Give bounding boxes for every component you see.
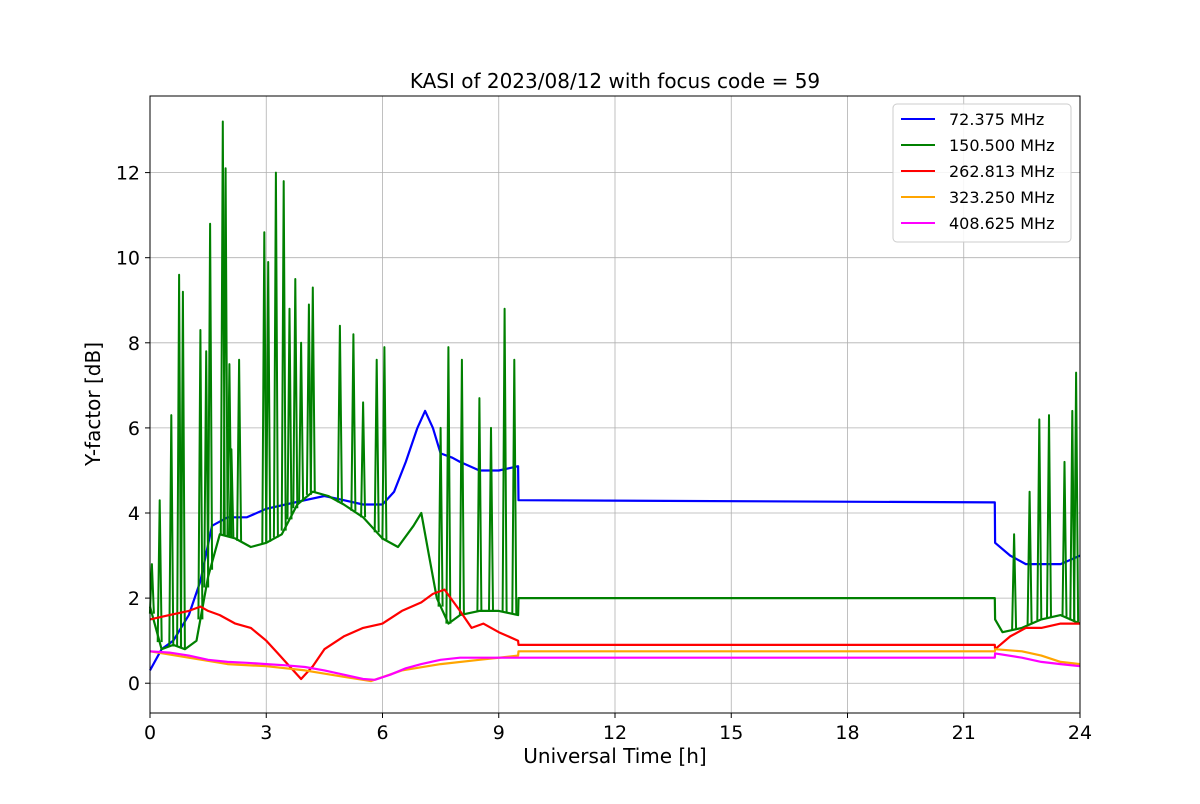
series-spike	[280, 180, 287, 531]
series-spike	[437, 426, 444, 607]
series-spike	[1011, 533, 1018, 630]
legend-label: 150.500 MHz	[949, 136, 1054, 155]
legend-item: 72.375 MHz	[901, 110, 1044, 129]
series-spike	[148, 563, 155, 614]
series-line	[149, 588, 1080, 681]
series-spike	[350, 333, 357, 511]
series-spike	[228, 448, 235, 538]
series-spike	[298, 341, 305, 502]
legend: 72.375 MHz 150.500 MHz 262.813 MHz 323.250 …	[892, 103, 1072, 243]
legend-item: 262.813 MHz	[901, 162, 1054, 181]
series-1	[149, 409, 1081, 671]
series-spike	[292, 278, 299, 509]
series-spike	[176, 273, 183, 648]
legend-item: 323.250 MHz	[901, 188, 1054, 207]
series-spike	[1036, 418, 1043, 621]
series-spike	[265, 261, 272, 542]
series-spike	[336, 324, 343, 503]
x-tick-label: 6	[376, 722, 388, 744]
x-tick-label: 9	[493, 722, 505, 744]
y-tick-label: 4	[128, 503, 140, 525]
series-spike	[488, 426, 494, 611]
legend-label: 262.813 MHz	[949, 162, 1054, 181]
y-tick-label: 10	[116, 248, 140, 270]
y-tick-label: 6	[128, 418, 140, 440]
series-spike	[476, 397, 483, 611]
series-4	[149, 648, 1081, 683]
series-spike	[197, 329, 204, 620]
series-2	[148, 120, 1081, 651]
series-spike	[445, 346, 452, 624]
series-line	[148, 490, 1081, 651]
series-spike	[261, 231, 268, 544]
series-spike	[207, 222, 214, 570]
x-tick-label: 24	[1068, 722, 1092, 744]
series-spike	[236, 358, 243, 541]
series-spike	[458, 358, 465, 615]
series-spike	[1073, 371, 1080, 622]
x-tick-label: 15	[719, 722, 743, 744]
y-tick-label: 2	[128, 588, 140, 610]
series-line	[149, 648, 1081, 683]
y-tick-label: 8	[128, 333, 140, 355]
series-spike	[373, 358, 380, 533]
y-axis-label: Y-factor [dB]	[81, 342, 105, 467]
series-line	[149, 409, 1081, 671]
series-spike	[1046, 414, 1052, 618]
series-line	[149, 650, 1081, 681]
series-spike	[381, 346, 388, 540]
legend-label: 323.250 MHz	[949, 188, 1054, 207]
series-spike	[360, 401, 367, 518]
series-spike	[1069, 409, 1076, 621]
series-spike	[222, 167, 229, 536]
x-tick-label: 12	[603, 722, 627, 744]
series-spike	[272, 171, 279, 538]
series-spike	[501, 307, 508, 613]
x-tick-label: 3	[260, 722, 272, 744]
y-tick-label: 12	[116, 163, 140, 185]
legend-item: 408.625 MHz	[901, 214, 1054, 233]
series-layer	[148, 120, 1081, 683]
y-tick-label: 0	[128, 673, 140, 695]
series-spike	[1026, 490, 1033, 625]
series-spike	[179, 290, 186, 649]
series-spike	[309, 286, 316, 492]
series-spike	[1061, 460, 1068, 617]
series-5	[149, 650, 1081, 681]
series-spike	[168, 414, 175, 646]
x-tick-label: 21	[952, 722, 976, 744]
x-tick-label: 0	[144, 722, 156, 744]
legend-box	[892, 103, 1072, 243]
legend-label: 72.375 MHz	[949, 110, 1044, 129]
x-tick-label: 18	[835, 722, 859, 744]
series-3	[149, 588, 1080, 681]
series-spike	[305, 303, 312, 495]
series-spike	[286, 307, 293, 520]
legend-label: 408.625 MHz	[949, 214, 1054, 233]
chart-title: KASI of 2023/08/12 with focus code = 59	[410, 69, 820, 93]
x-axis-label: Universal Time [h]	[523, 744, 706, 768]
series-spike	[511, 358, 518, 615]
series-spike	[156, 499, 163, 643]
legend-item: 150.500 MHz	[901, 136, 1054, 155]
